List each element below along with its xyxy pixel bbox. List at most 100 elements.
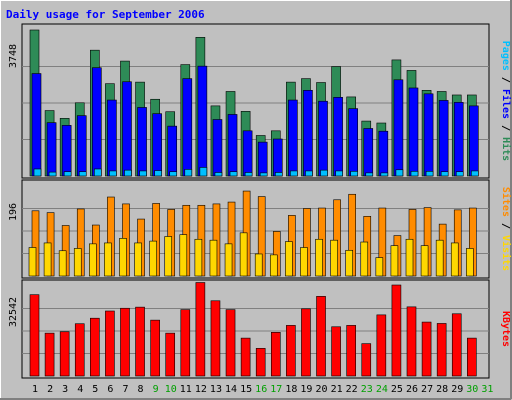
bar-pages-day-15: [244, 172, 253, 177]
bar-pages-day-27: [425, 171, 434, 177]
legend-entry: KBytes: [500, 311, 511, 347]
panel-kbytes: 32542 KBytes: [8, 279, 511, 379]
bar-files-day-1: [31, 73, 42, 177]
bar-files-day-29: [453, 102, 464, 177]
bar-pages-day-30: [471, 170, 479, 177]
legend-entry: Visits: [500, 235, 512, 271]
bar-sites-day-18: [285, 241, 293, 277]
bar-sites-day-25: [390, 245, 399, 277]
bar-kbytes-day-7: [120, 307, 130, 377]
bar-pages-day-6: [109, 170, 117, 177]
bar-kbytes-day-26: [406, 306, 417, 377]
day-label-10: 10: [165, 384, 177, 395]
bar-sites-day-2: [43, 242, 52, 277]
bar-files-day-13: [212, 119, 223, 177]
bar-files-day-18: [288, 99, 298, 177]
bar-kbytes-day-27: [421, 321, 432, 377]
bar-pages-day-19: [305, 170, 313, 177]
day-label-11: 11: [180, 384, 192, 395]
bar-files-day-4: [76, 115, 87, 177]
bar-pages-day-18: [290, 170, 298, 177]
bar-pages-day-4: [78, 171, 87, 177]
bar-files-day-11: [182, 78, 193, 177]
day-label-24: 24: [376, 384, 388, 395]
bar-kbytes-day-6: [105, 310, 115, 377]
bar-kbytes-day-21: [331, 326, 341, 377]
bar-kbytes-day-12: [195, 282, 206, 377]
day-label-25: 25: [391, 384, 403, 395]
day-label-3: 3: [62, 384, 68, 395]
legend-hits-files-pages: Pages / Files / Hits: [500, 41, 512, 161]
bar-files-day-14: [227, 114, 238, 177]
day-label-4: 4: [77, 384, 83, 395]
day-label-31: 31: [481, 384, 493, 395]
bar-sites-day-9: [149, 240, 157, 277]
legend-entry: Sites: [500, 187, 512, 217]
bar-sites-day-7: [119, 238, 127, 277]
bar-sites-day-17: [269, 254, 278, 277]
day-label-6: 6: [107, 384, 113, 395]
bar-pages-day-12: [199, 167, 208, 177]
day-label-1: 1: [32, 384, 38, 395]
day-label-22: 22: [346, 384, 358, 395]
bar-sites-day-3: [58, 250, 67, 277]
bar-files-day-26: [408, 87, 419, 177]
panel-hits-files-pages: 3748 Pages / Files / Hits: [8, 23, 512, 179]
bar-kbytes-day-8: [135, 306, 145, 377]
bar-kbytes-day-18: [286, 325, 296, 377]
bar-kbytes-day-23: [361, 343, 372, 377]
bar-pages-day-13: [214, 172, 223, 177]
bar-files-day-8: [137, 107, 147, 177]
bar-kbytes-day-10: [165, 332, 176, 377]
bar-pages-day-29: [455, 171, 464, 177]
bar-kbytes-day-9: [150, 319, 160, 377]
bar-sites-day-13: [209, 239, 218, 277]
day-label-9: 9: [153, 384, 159, 395]
bar-kbytes-day-14: [225, 309, 236, 377]
bar-pages-day-16: [259, 172, 268, 177]
bar-pages-day-21: [335, 170, 343, 177]
bar-sites-day-15: [239, 232, 248, 277]
bar-pages-day-25: [395, 169, 404, 177]
bar-sites-day-11: [179, 234, 188, 277]
day-label-17: 17: [270, 384, 282, 395]
bar-kbytes-day-3: [59, 331, 70, 377]
day-label-7: 7: [122, 384, 128, 395]
bar-kbytes-day-19: [301, 308, 311, 377]
bar-pages-day-11: [184, 169, 193, 177]
bar-kbytes-day-2: [44, 332, 55, 377]
bar-kbytes-day-4: [74, 323, 85, 377]
bar-pages-day-3: [63, 171, 72, 177]
bar-pages-day-26: [410, 171, 419, 177]
legend-entry: /: [500, 71, 511, 89]
bar-pages-day-1: [33, 168, 42, 177]
chart-title: Daily usage for September 2006: [6, 8, 205, 21]
bar-pages-day-2: [48, 171, 57, 177]
legend-entry: /: [500, 217, 511, 235]
bar-kbytes-day-11: [180, 309, 191, 377]
day-label-2: 2: [47, 384, 53, 395]
day-label-27: 27: [421, 384, 433, 395]
bar-kbytes-day-28: [436, 323, 447, 377]
day-label-23: 23: [361, 384, 373, 395]
bar-files-day-25: [393, 79, 404, 177]
bar-files-day-21: [333, 97, 343, 177]
y-max-label: 32542: [8, 297, 19, 327]
bar-pages-day-20: [320, 169, 328, 177]
bar-files-day-16: [257, 141, 268, 177]
day-label-15: 15: [240, 384, 252, 395]
bar-pages-day-23: [365, 172, 374, 177]
bar-kbytes-day-1: [29, 294, 40, 377]
bar-sites-day-22: [345, 249, 353, 277]
bar-pages-day-17: [274, 172, 283, 177]
bar-pages-day-28: [440, 171, 449, 177]
day-label-8: 8: [138, 384, 144, 395]
bar-files-day-2: [46, 122, 57, 177]
bar-sites-day-29: [450, 242, 459, 277]
bar-sites-day-26: [405, 238, 414, 277]
bar-files-day-19: [303, 90, 313, 177]
bar-kbytes-day-24: [376, 314, 387, 377]
legend-entry: Pages: [500, 41, 511, 71]
day-label-26: 26: [406, 384, 418, 395]
